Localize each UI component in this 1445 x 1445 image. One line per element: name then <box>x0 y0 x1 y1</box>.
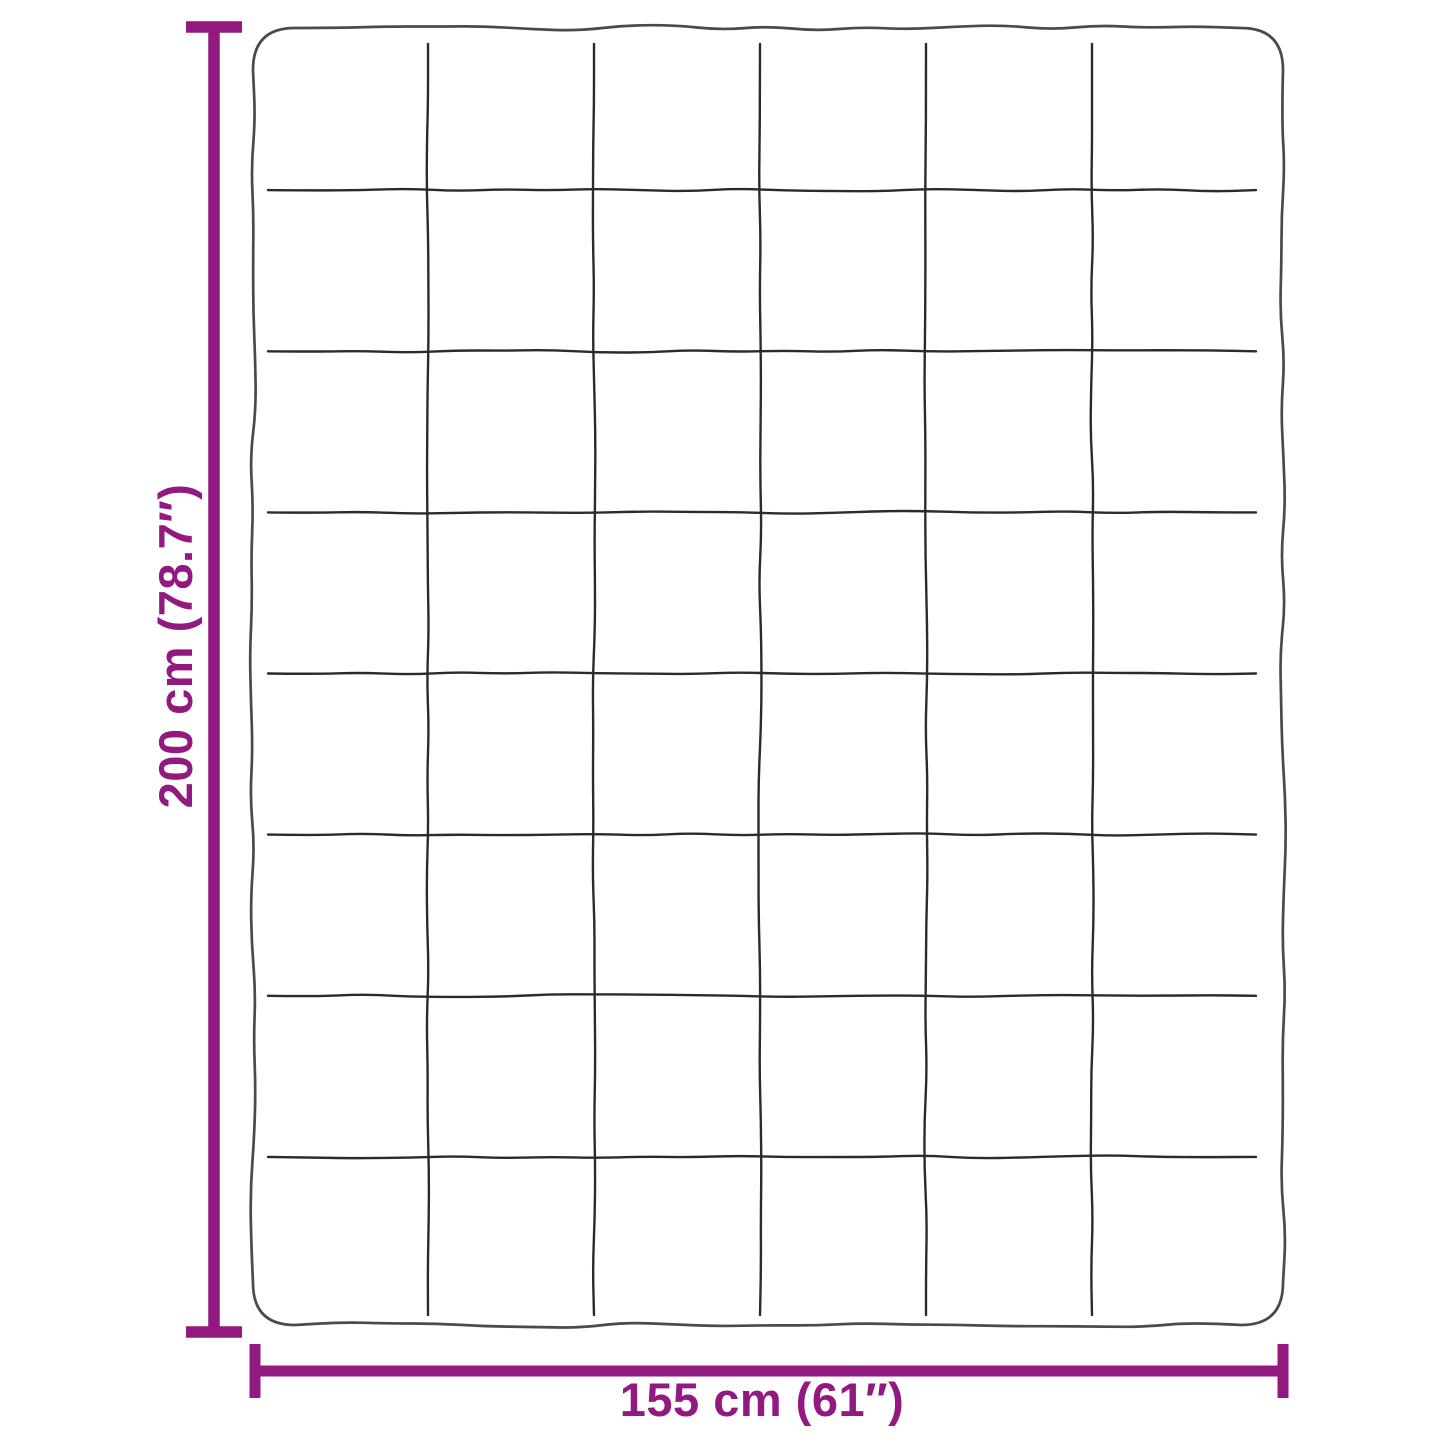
stitch-line <box>266 187 1258 193</box>
blanket-outline <box>248 23 1288 1329</box>
stitch-line <box>266 993 1258 999</box>
height-dimension-line <box>186 21 242 1338</box>
width-dimension: 155 cm (61″) <box>249 1344 1289 1426</box>
stitch-line <box>266 1154 1258 1160</box>
stitch-line <box>591 42 597 1317</box>
stitch-line <box>266 509 1258 515</box>
stitch-line <box>757 42 763 1317</box>
width-dimension-label: 155 cm (61″) <box>620 1373 905 1426</box>
height-dimension-label: 200 cm (78.7″) <box>149 484 202 809</box>
width-dimension-line <box>249 1344 1289 1398</box>
stitch-line <box>266 348 1258 354</box>
quilt-stitch-grid <box>266 42 1258 1317</box>
height-dimension: 200 cm (78.7″) <box>149 21 242 1338</box>
stitch-line <box>425 42 431 1317</box>
stitch-line <box>1089 42 1095 1317</box>
stitch-line <box>923 42 929 1317</box>
stitch-line <box>266 832 1258 837</box>
stitch-line <box>266 671 1258 676</box>
